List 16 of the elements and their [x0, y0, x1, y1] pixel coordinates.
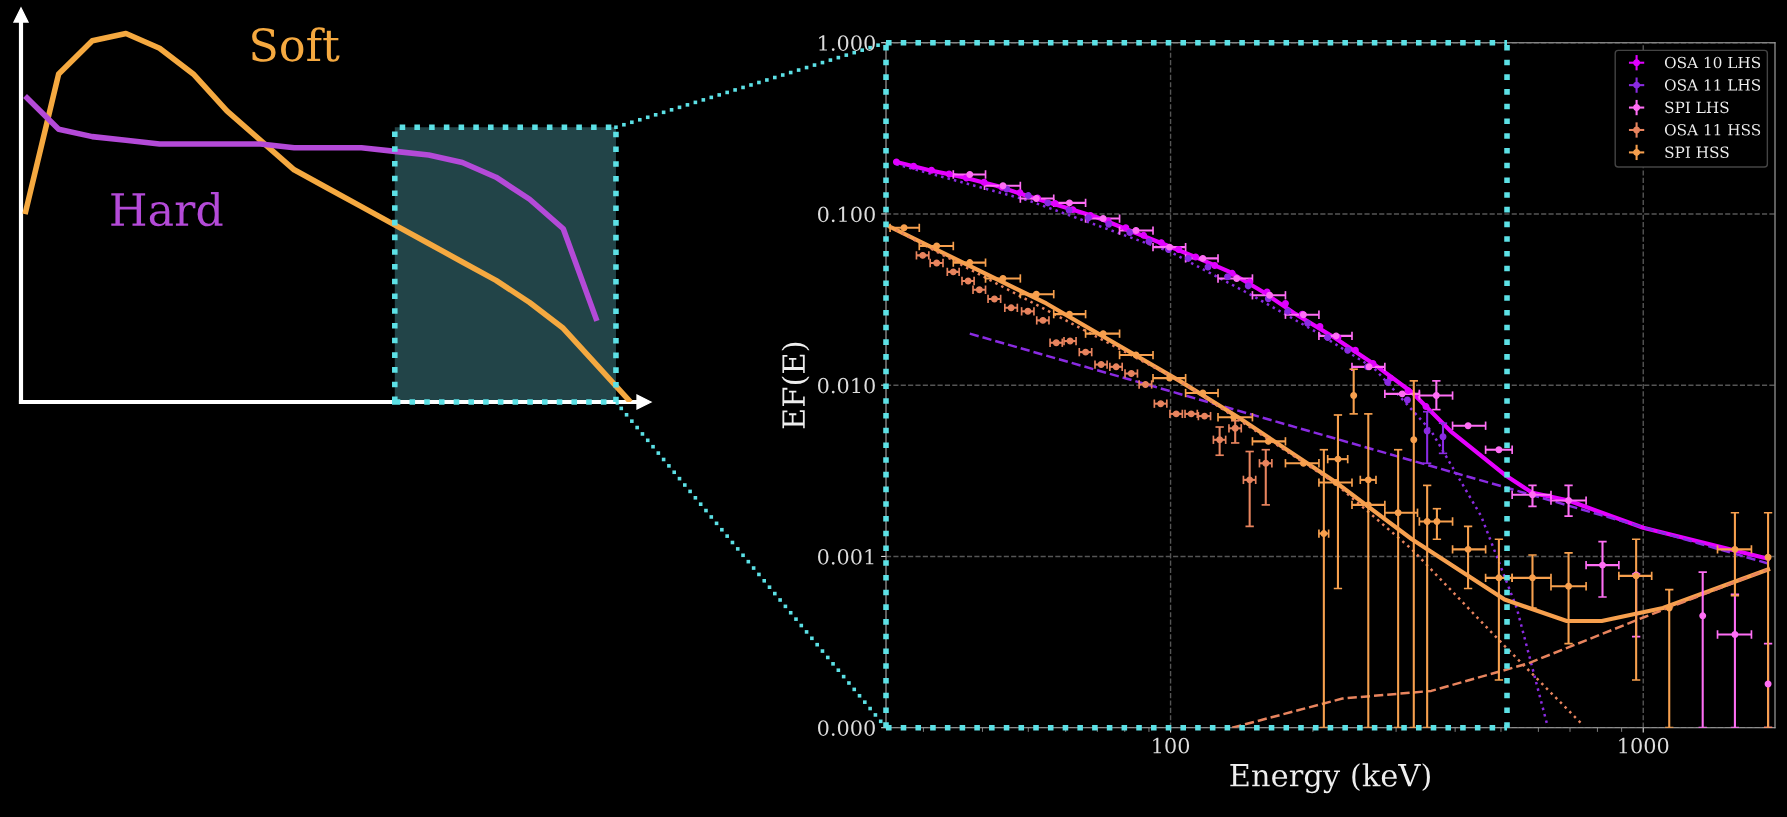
y-tick-label: 0.010 [818, 377, 875, 394]
y-tick-label: 0.001 [818, 548, 874, 565]
x-axis-title: Energy (keV) [1230, 763, 1430, 794]
x-tick-label: 100 [1153, 737, 1190, 754]
legend-label: OSA 11 LHS [1664, 79, 1761, 91]
series-label: Hard [111, 191, 223, 227]
y-axis-title: EF(E) [781, 342, 810, 429]
legend-label: SPI LHS [1665, 101, 1729, 114]
legend-label: OSA 10 LHS [1664, 56, 1761, 69]
y-tick-label: 0.000 [818, 720, 875, 736]
series-label: Soft [252, 27, 340, 62]
legend-label: OSA 11 HSS [1664, 123, 1761, 136]
y-tick-label: 0.100 [818, 206, 875, 223]
x-tick-label: 1000 [1619, 737, 1669, 754]
y-tick-label: 1.000 [819, 35, 875, 51]
legend-label: SPI HSS [1665, 146, 1729, 158]
